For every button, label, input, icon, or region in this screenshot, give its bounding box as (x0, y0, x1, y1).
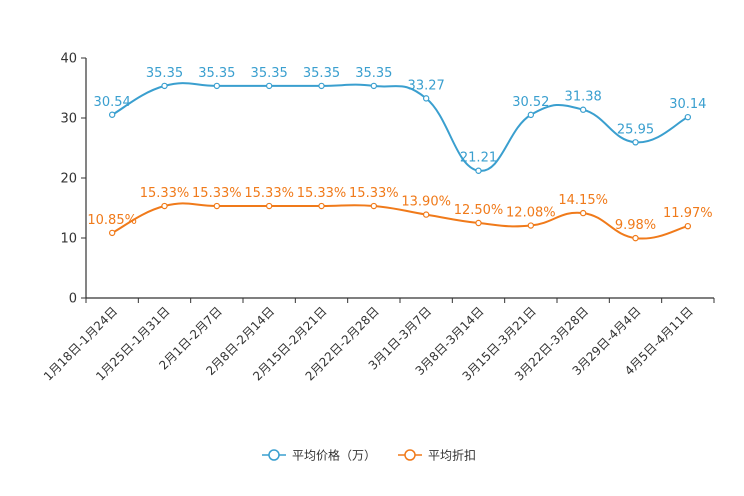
legend-marker-price (268, 449, 280, 461)
legend-marker-discount (404, 449, 416, 461)
data-label-price: 35.35 (146, 66, 183, 81)
data-label-price: 30.14 (669, 97, 706, 112)
y-tick-label: 0 (69, 292, 77, 307)
data-point-discount (108, 229, 116, 237)
data-point-price (318, 82, 325, 90)
data-point-discount (161, 202, 168, 210)
data-point-discount (318, 202, 325, 210)
data-point-discount (632, 234, 639, 242)
data-label-price: 35.35 (198, 66, 235, 81)
legend-item-discount[interactable]: 平均折扣 (398, 448, 476, 463)
data-label-discount: 11.97% (663, 206, 713, 221)
data-point-price (684, 113, 692, 121)
y-tick-label: 30 (60, 112, 77, 127)
y-tick-label: 40 (60, 52, 77, 67)
data-point-price (213, 82, 221, 90)
data-label-discount: 15.33% (244, 186, 294, 201)
data-point-discount (422, 211, 430, 218)
data-point-price (527, 111, 535, 119)
data-label-price: 21.21 (460, 151, 497, 166)
data-point-price (108, 111, 116, 118)
y-tick-label: 20 (60, 172, 77, 187)
data-label-discount: 15.33% (349, 186, 399, 201)
data-label-price: 35.35 (251, 66, 288, 81)
data-label-price: 35.35 (355, 66, 392, 81)
series-group (108, 82, 692, 242)
legend[interactable]: 平均价格（万） 平均折扣 (262, 448, 476, 463)
data-label-discount: 10.85% (87, 213, 137, 228)
data-labels: 30.54 35.35 35.35 35.35 35.35 35.35 33.27 21.21… (87, 66, 712, 233)
data-point-discount (265, 202, 273, 210)
data-label-discount: 15.33% (192, 186, 242, 201)
data-label-discount: 14.15% (558, 193, 608, 208)
data-point-discount (475, 219, 482, 227)
data-label-discount: 15.33% (297, 186, 347, 201)
axes (81, 57, 715, 303)
data-label-price: 30.52 (512, 95, 549, 110)
data-point-discount (370, 202, 378, 210)
y-tick-label: 10 (60, 232, 77, 247)
data-point-price (632, 139, 639, 146)
data-point-price (161, 82, 168, 90)
data-label-price: 30.54 (94, 95, 131, 110)
data-label-price: 33.27 (408, 78, 445, 93)
data-point-price (265, 82, 273, 90)
data-label-discount: 12.50% (454, 203, 504, 218)
data-point-discount (527, 222, 535, 229)
data-label-price: 31.38 (565, 90, 602, 105)
data-label-discount: 12.08% (506, 206, 556, 221)
data-label-price: 35.35 (303, 66, 340, 81)
data-point-discount (213, 202, 221, 210)
data-label-price: 25.95 (617, 122, 654, 137)
data-point-price (579, 106, 587, 113)
data-point-price (370, 82, 378, 90)
legend-item-price[interactable]: 平均价格（万） (262, 448, 376, 463)
data-label-discount: 9.98% (615, 218, 656, 233)
data-point-discount (684, 222, 692, 230)
series-line-discount (111, 202, 689, 240)
data-label-discount: 13.90% (401, 195, 451, 210)
legend-label-discount: 平均折扣 (428, 448, 476, 463)
data-point-price (475, 167, 482, 174)
legend-label-price: 平均价格（万） (292, 448, 376, 463)
data-point-price (422, 95, 430, 102)
data-label-discount: 15.33% (140, 186, 190, 201)
data-point-discount (579, 209, 587, 217)
